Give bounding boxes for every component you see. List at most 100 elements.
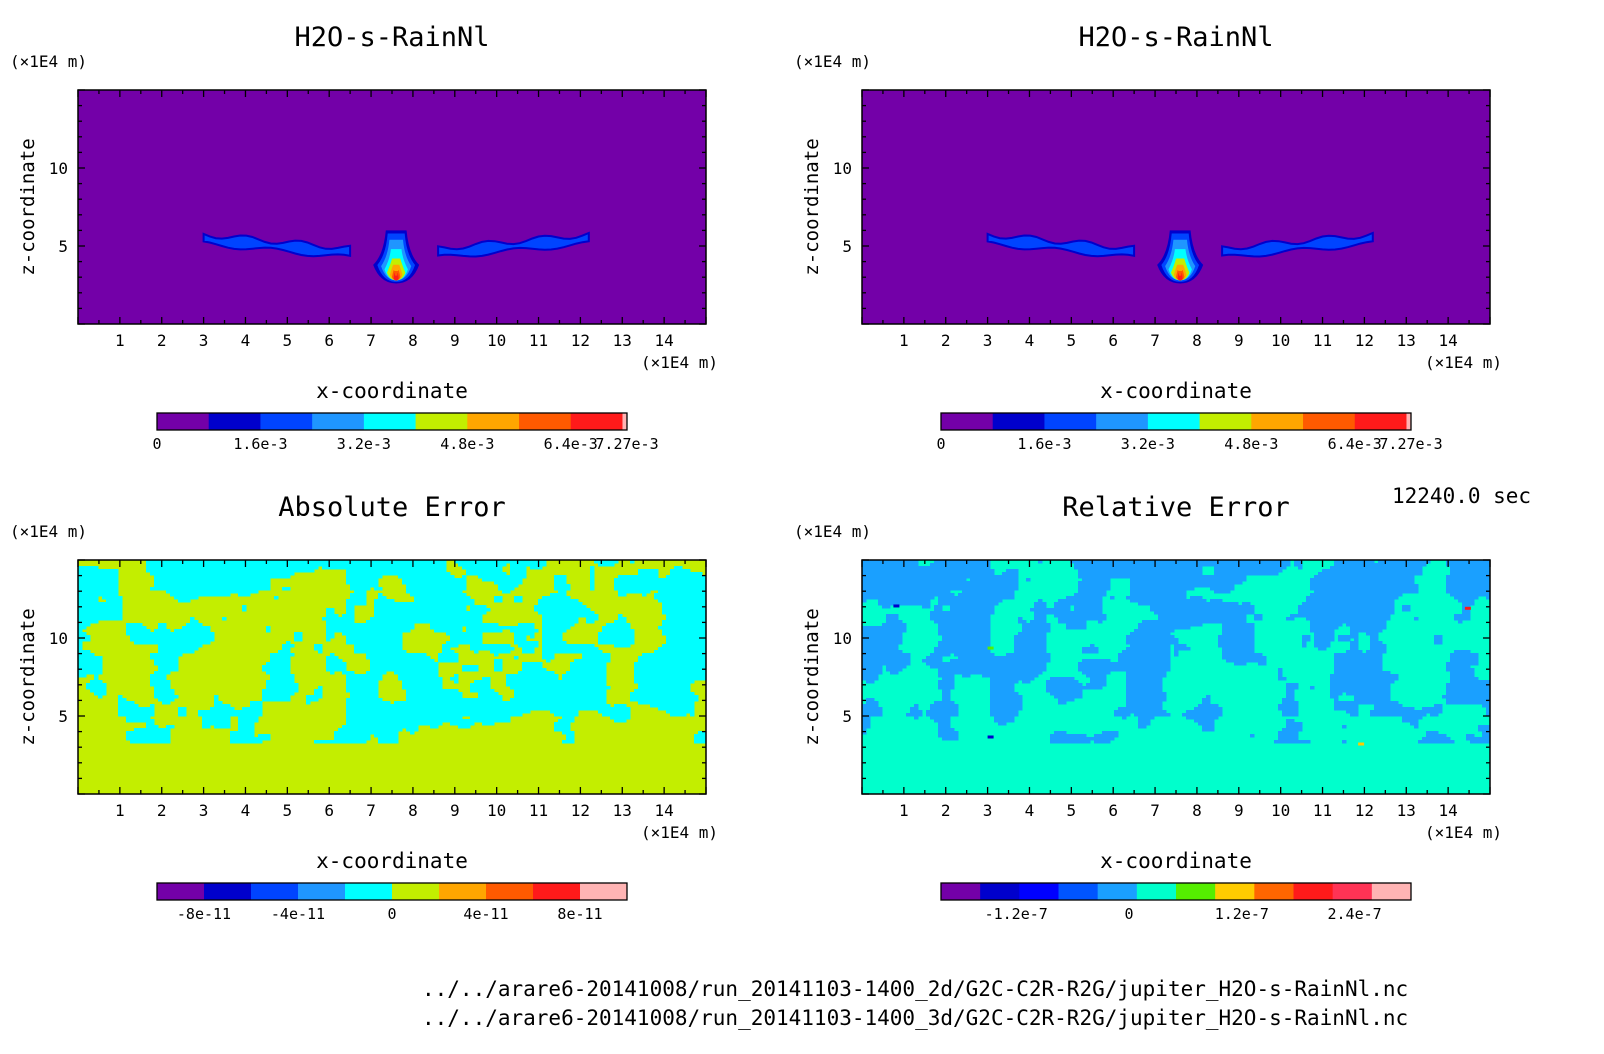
noise-region (1330, 686, 1391, 690)
noise-region (566, 671, 607, 675)
noise-region (618, 575, 659, 579)
noise-region (78, 590, 119, 594)
chart-panel-2: H2O-s-RainNl(×1E4 m)1 2 3 4 5 6 7 8 9 10 11 12 13 145… (794, 22, 1502, 453)
noise-region (78, 575, 119, 579)
noise-region (1174, 647, 1191, 651)
noise-region (378, 593, 383, 597)
noise-region (1446, 665, 1471, 669)
noise-region (990, 698, 1023, 702)
noise-region (266, 662, 291, 666)
noise-region (98, 695, 103, 699)
noise-region (1054, 731, 1067, 735)
noise-region (1050, 740, 1091, 744)
noise-region (1078, 584, 1111, 588)
noise-region (862, 578, 967, 582)
field-background (78, 90, 706, 324)
noise-region (1446, 686, 1490, 690)
noise-region (86, 683, 107, 687)
noise-region (266, 626, 271, 630)
noise-region (882, 605, 891, 609)
colorbar-swatch (1044, 413, 1097, 430)
noise-region (1450, 572, 1490, 576)
noise-region (638, 683, 691, 687)
noise-region (1130, 593, 1187, 597)
noise-region (154, 671, 171, 675)
noise-region (454, 674, 459, 678)
colorbar-swatch (312, 413, 365, 430)
noise-region (1038, 599, 1043, 603)
noise-region (326, 662, 347, 666)
colorbar-tick-label: 1.6e-3 (1017, 435, 1071, 453)
noise-region (470, 683, 491, 687)
noise-region (330, 671, 335, 675)
noise-region (1210, 599, 1223, 603)
noise-region (1330, 683, 1391, 687)
colorbar-tick-label: 3.2e-3 (337, 435, 391, 453)
noise-region (314, 647, 323, 651)
plot-area (862, 560, 1490, 794)
noise-region (1462, 611, 1471, 615)
noise-region (146, 725, 159, 729)
noise-region (1330, 680, 1395, 684)
noise-region (514, 632, 535, 636)
noise-region (326, 608, 335, 612)
x-tick-label: 10 (1271, 331, 1290, 350)
noise-region (1058, 698, 1075, 702)
colorbar-swatch (1406, 413, 1412, 430)
noise-region (202, 716, 231, 720)
noise-region (1298, 605, 1395, 609)
noise-cells (862, 560, 1490, 744)
x-tick-label: 12 (1355, 801, 1374, 820)
noise-region (674, 566, 683, 570)
noise-region (566, 734, 575, 738)
noise-region (1078, 587, 1111, 591)
noise-region (466, 629, 503, 633)
noise-region (650, 704, 695, 708)
noise-region (542, 650, 603, 654)
noise-region (542, 596, 571, 600)
noise-region (346, 599, 367, 603)
noise-region (1414, 617, 1419, 621)
noise-region (598, 635, 635, 639)
noise-region (1222, 653, 1263, 657)
noise-region (1158, 614, 1247, 618)
noise-region (994, 716, 1015, 720)
noise-region (862, 728, 867, 732)
noise-region (402, 680, 443, 684)
noise-region (1486, 713, 1490, 717)
noise-region (562, 731, 575, 735)
noise-region (326, 629, 411, 633)
noise-region (554, 713, 579, 717)
noise-region (158, 647, 199, 651)
noise-region (478, 575, 527, 579)
noise-region (346, 638, 403, 642)
colorbar-swatch (251, 883, 299, 900)
noise-region (1126, 677, 1163, 681)
noise-region (78, 602, 123, 606)
y-tick-label: 10 (49, 629, 68, 648)
speckle (893, 604, 900, 608)
noise-region (1310, 578, 1415, 582)
noise-region (270, 656, 291, 660)
y-unit-label: (×1E4 m) (10, 522, 87, 541)
noise-region (1066, 623, 1087, 627)
noise-region (1446, 575, 1490, 579)
noise-region (614, 644, 631, 648)
noise-region (1370, 644, 1387, 648)
noise-region (1402, 719, 1419, 723)
noise-region (1334, 698, 1339, 702)
noise-region (346, 689, 379, 693)
noise-region (1350, 632, 1359, 636)
noise-region (1126, 695, 1167, 699)
noise-region (1338, 635, 1359, 639)
noise-region (862, 713, 883, 717)
noise-region (862, 596, 935, 600)
noise-region (598, 710, 631, 714)
noise-region (1154, 611, 1255, 615)
noise-region (514, 692, 607, 696)
colorbar-swatch (467, 413, 520, 430)
noise-region (1310, 686, 1315, 690)
noise-region (862, 599, 867, 603)
noise-region (178, 710, 187, 714)
noise-region (510, 569, 527, 573)
